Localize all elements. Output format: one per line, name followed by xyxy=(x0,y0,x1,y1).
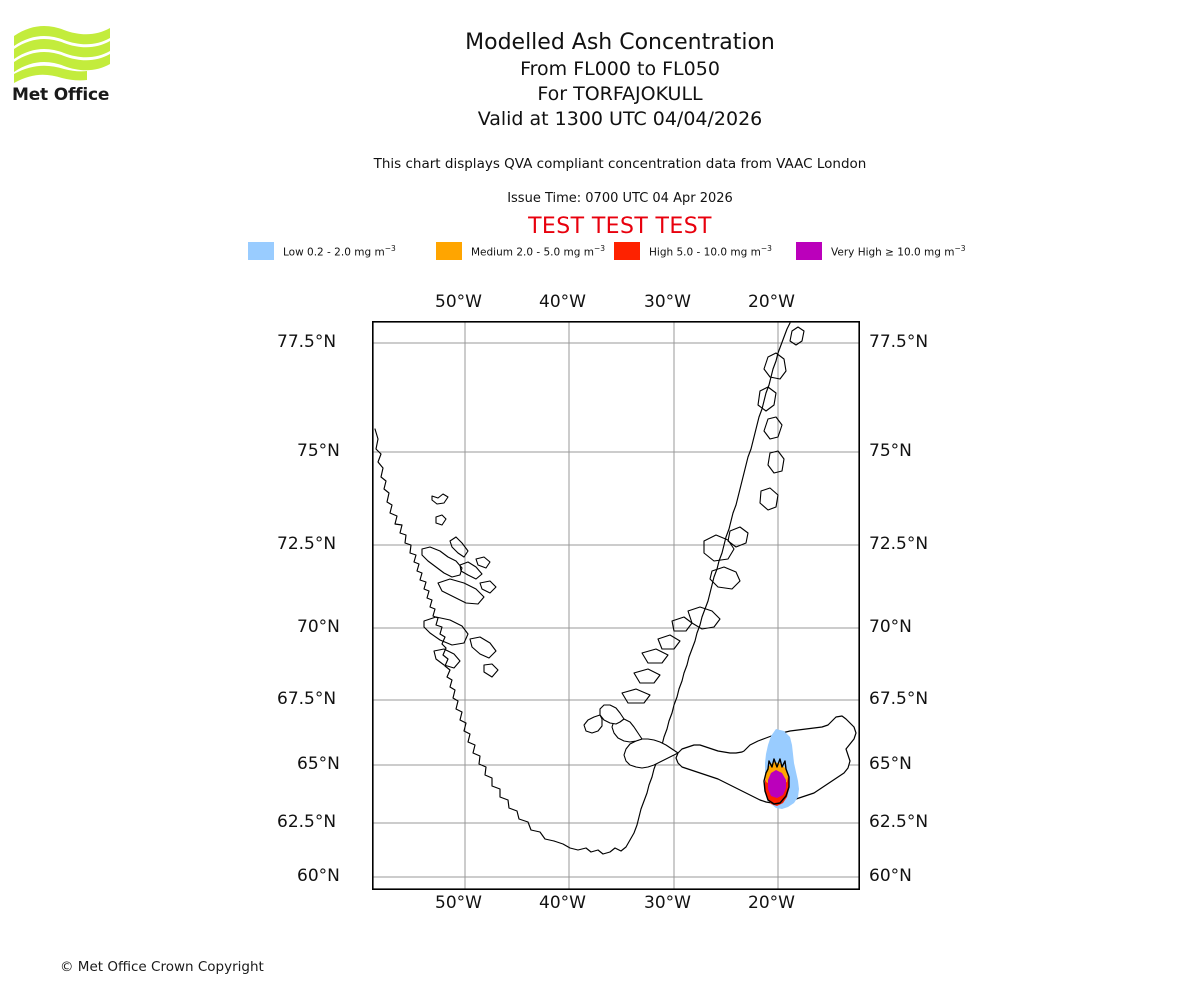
lat-label-right-70n: 70°N xyxy=(869,617,912,637)
title-block: Modelled Ash Concentration From FL000 to… xyxy=(340,28,900,132)
legend-label-very-high: Very High ≥ 10.0 mg m−3 xyxy=(831,243,966,259)
greenland-coastline xyxy=(374,322,791,855)
title-volcano: For TORFAJOKULL xyxy=(537,83,703,105)
lat-label-left-625n: 62.5°N xyxy=(277,812,337,832)
lon-label-top-40w: 40°W xyxy=(539,292,586,312)
lat-label-right-75n: 75°N xyxy=(869,441,912,461)
map-border xyxy=(372,321,860,890)
lon-label-top-50w: 50°W xyxy=(435,292,482,312)
lat-label-left-725n: 72.5°N xyxy=(277,534,337,554)
legend-label-high: High 5.0 - 10.0 mg m−3 xyxy=(649,243,772,259)
legend-label-low: Low 0.2 - 2.0 mg m−3 xyxy=(283,243,396,259)
legend-swatch-high xyxy=(614,242,640,260)
legend-item-low: Low 0.2 - 2.0 mg m−3 xyxy=(248,240,396,262)
page-title: Modelled Ash Concentration xyxy=(465,30,775,55)
lat-label-right-625n: 62.5°N xyxy=(869,812,929,832)
title-valid-time: Valid at 1300 UTC 04/04/2026 xyxy=(477,108,763,130)
legend-item-high: High 5.0 - 10.0 mg m−3 xyxy=(614,240,772,262)
lon-label-top-30w: 30°W xyxy=(644,292,691,312)
map-plot-area xyxy=(372,321,860,890)
lon-label-bottom-50w: 50°W xyxy=(435,893,482,913)
ash-plume-very-high xyxy=(768,770,786,798)
legend-item-very-high: Very High ≥ 10.0 mg m−3 xyxy=(796,240,966,262)
lat-label-right-725n: 72.5°N xyxy=(869,534,929,554)
lon-label-bottom-30w: 30°W xyxy=(644,893,691,913)
met-office-logo: Met Office xyxy=(12,22,132,105)
met-office-wave-icon xyxy=(14,26,110,83)
ash-plume-outline xyxy=(763,758,790,805)
lat-label-left-70n: 70°N xyxy=(297,617,340,637)
title-flight-levels: From FL000 to FL050 xyxy=(520,58,720,80)
lat-label-left-75n: 75°N xyxy=(297,441,340,461)
lat-label-right-675n: 67.5°N xyxy=(869,689,929,709)
copyright-footer: © Met Office Crown Copyright xyxy=(60,959,264,975)
legend-swatch-very-high xyxy=(796,242,822,260)
legend-swatch-low xyxy=(248,242,274,260)
lat-label-left-60n: 60°N xyxy=(297,866,340,886)
legend-item-medium: Medium 2.0 - 5.0 mg m−3 xyxy=(436,240,605,262)
lon-label-bottom-20w: 20°W xyxy=(748,893,795,913)
lat-label-right-65n: 65°N xyxy=(869,754,912,774)
map-canvas xyxy=(372,321,860,890)
qva-note: This chart displays QVA compliant concen… xyxy=(373,156,867,172)
concentration-legend: Low 0.2 - 2.0 mg m−3 Medium 2.0 - 5.0 mg… xyxy=(248,240,988,262)
issue-time: Issue Time: 0700 UTC 04 Apr 2026 xyxy=(507,191,733,206)
greenland-east-fjords xyxy=(621,606,721,704)
test-banner: TEST TEST TEST xyxy=(528,214,712,239)
legend-swatch-medium xyxy=(436,242,462,260)
lat-label-left-775n: 77.5°N xyxy=(277,332,337,352)
greenland-east-islands xyxy=(703,326,805,590)
legend-label-medium: Medium 2.0 - 5.0 mg m−3 xyxy=(471,243,606,259)
lat-label-left-65n: 65°N xyxy=(297,754,340,774)
iceland xyxy=(583,704,857,804)
met-office-logo-text: Met Office xyxy=(12,85,110,105)
lon-label-bottom-40w: 40°W xyxy=(539,893,586,913)
lat-label-left-675n: 67.5°N xyxy=(277,689,337,709)
lon-label-top-20w: 20°W xyxy=(748,292,795,312)
lat-label-right-60n: 60°N xyxy=(869,866,912,886)
greenland-west-fjords xyxy=(421,493,499,678)
lat-label-right-775n: 77.5°N xyxy=(869,332,929,352)
